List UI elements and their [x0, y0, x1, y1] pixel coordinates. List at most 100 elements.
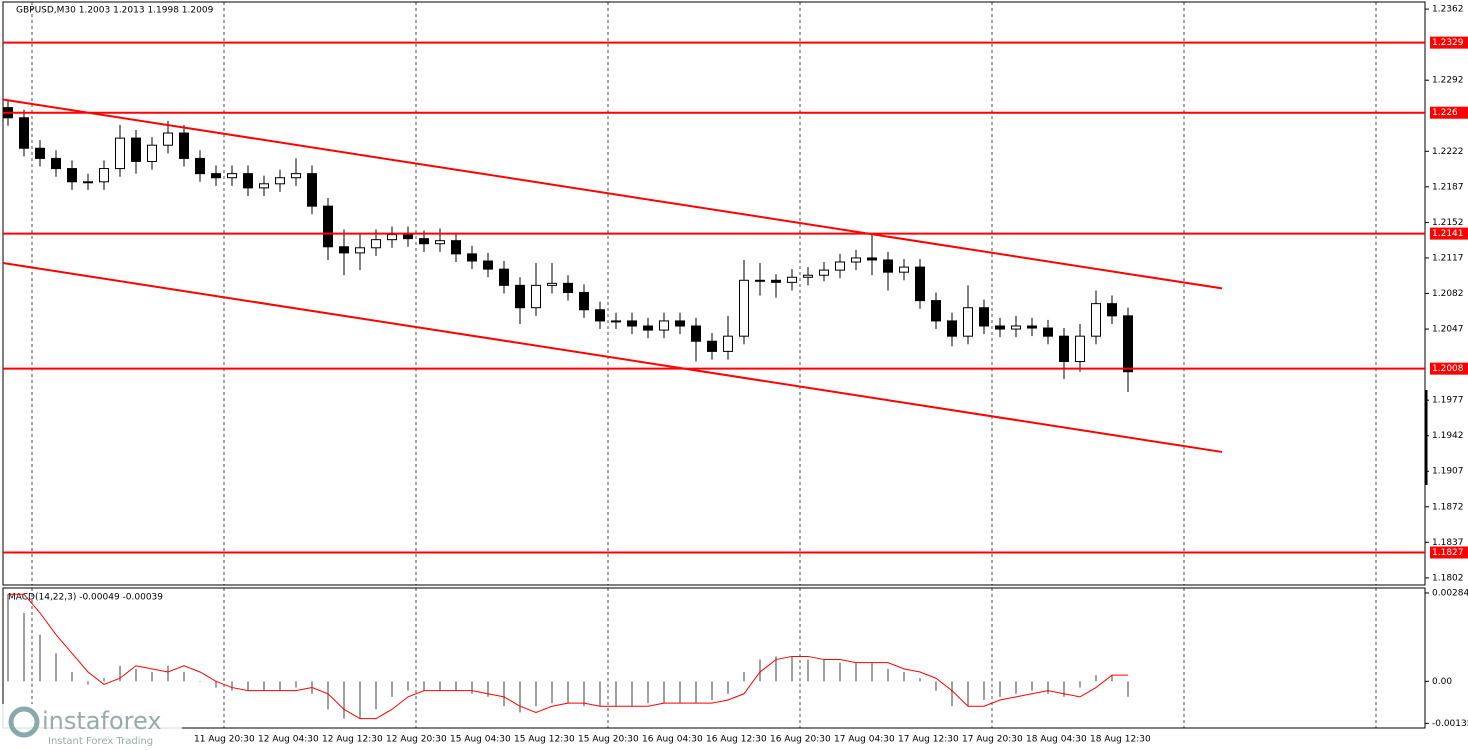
level-label-bg: [1430, 36, 1468, 49]
candle-body: [35, 147, 45, 159]
level-label: 1.226: [1432, 108, 1458, 118]
macd-bar: [503, 681, 505, 707]
y-tick-label: 1.2047: [1432, 325, 1464, 335]
macd-bar: [567, 681, 569, 704]
watermark-brand: instaforex: [42, 707, 162, 735]
candle-body: [163, 132, 173, 146]
macd-bar: [919, 678, 921, 682]
x-tick-label: 16 Aug 12:30: [706, 735, 767, 745]
macd-bar: [183, 672, 185, 682]
x-tick-label: 17 Aug 04:30: [834, 735, 895, 745]
macd-title: MACD(14,22,3) -0.00049 -0.00039: [8, 593, 163, 603]
candle-body: [147, 144, 157, 162]
macd-bar: [343, 681, 345, 719]
candle-body: [819, 269, 829, 276]
y-tick-label: 0.00: [1432, 677, 1452, 687]
candle-body: [1123, 315, 1133, 373]
macd-bar: [151, 672, 153, 682]
price-panel: [2, 1, 1426, 586]
chart-title: GBPUSD,M30 1.2003 1.2013 1.1998 1.2009: [16, 6, 214, 16]
macd-bar: [1015, 681, 1017, 694]
watermark-icon: [8, 706, 40, 738]
x-tick-label: 11 Aug 20:30: [194, 735, 255, 745]
macd-bar: [391, 681, 393, 697]
y-tick-label: 1.2187: [1432, 182, 1464, 192]
x-tick-label: 12 Aug 20:30: [386, 735, 447, 745]
candle-body: [1043, 327, 1053, 337]
macd-bar: [279, 681, 281, 691]
x-tick-label: 12 Aug 12:30: [322, 735, 383, 745]
candle-body: [99, 168, 109, 183]
candle-body: [931, 300, 941, 322]
candle-body: [1011, 325, 1021, 330]
macd-bar: [775, 656, 777, 682]
candle-body: [755, 279, 765, 282]
macd-bar: [455, 681, 457, 691]
candle-body: [851, 257, 861, 263]
macd-bar: [375, 681, 377, 710]
macd-bar: [759, 659, 761, 682]
level-label: 1.2329: [1432, 38, 1464, 48]
level-label: 1.2008: [1432, 364, 1464, 374]
macd-bar: [999, 681, 1001, 697]
candle-body: [499, 268, 509, 286]
macd-bar: [39, 634, 41, 682]
candle-body: [691, 325, 701, 342]
macd-bar: [103, 678, 105, 682]
candle-body: [723, 335, 733, 352]
macd-bar: [823, 659, 825, 682]
macd-bar: [839, 662, 841, 682]
macd-bar: [695, 681, 697, 704]
candle-body: [963, 307, 973, 337]
y-tick-label: 1.1837: [1432, 538, 1464, 548]
macd-bar: [743, 672, 745, 682]
y-tick-label: 1.1802: [1432, 573, 1464, 583]
candle-body: [483, 260, 493, 270]
candle-body: [899, 266, 909, 273]
candle-body: [547, 282, 557, 286]
macd-bar: [1079, 681, 1081, 688]
channel-line: [2, 98, 1223, 290]
watermark: instaforex Instant Forex Trading: [0, 704, 182, 750]
level-label-bg: [1430, 546, 1468, 559]
y-tick-label: 1.2117: [1432, 253, 1464, 263]
candle-body: [771, 279, 781, 283]
macd-bar: [887, 668, 889, 682]
candle-body: [659, 320, 669, 331]
x-tick-label: 12 Aug 04:30: [258, 735, 319, 745]
candle-body: [67, 168, 77, 183]
macd-bar: [551, 681, 553, 704]
candle-body: [787, 276, 797, 283]
candle-body: [1027, 325, 1037, 329]
candle-body: [115, 137, 125, 170]
candle-body: [739, 279, 749, 337]
x-tick-label: 15 Aug 12:30: [514, 735, 575, 745]
macd-bar: [407, 681, 409, 691]
candle-body: [707, 340, 717, 352]
macd-bar: [87, 681, 89, 685]
macd-bar: [615, 681, 617, 707]
candle-body: [19, 117, 29, 149]
macd-bar: [1127, 681, 1129, 697]
macd-bar: [295, 681, 297, 688]
macd-bar: [583, 681, 585, 707]
macd-bar: [855, 662, 857, 682]
macd-bar: [167, 665, 169, 682]
macd-bar: [471, 681, 473, 694]
candle-body: [675, 320, 685, 327]
macd-bar: [1031, 681, 1033, 691]
macd-bar: [119, 665, 121, 682]
candle-body: [1059, 335, 1069, 363]
candle-body: [867, 257, 877, 261]
macd-bar: [263, 681, 265, 691]
candle-body: [995, 325, 1005, 330]
candle-body: [83, 181, 93, 184]
x-tick-label: 17 Aug 12:30: [898, 735, 959, 745]
candle-body: [179, 132, 189, 159]
macd-bar: [55, 653, 57, 682]
macd-bar: [7, 594, 9, 682]
macd-bar: [791, 656, 793, 682]
candle-body: [515, 284, 525, 309]
y-tick-label: 1.2082: [1432, 289, 1464, 299]
